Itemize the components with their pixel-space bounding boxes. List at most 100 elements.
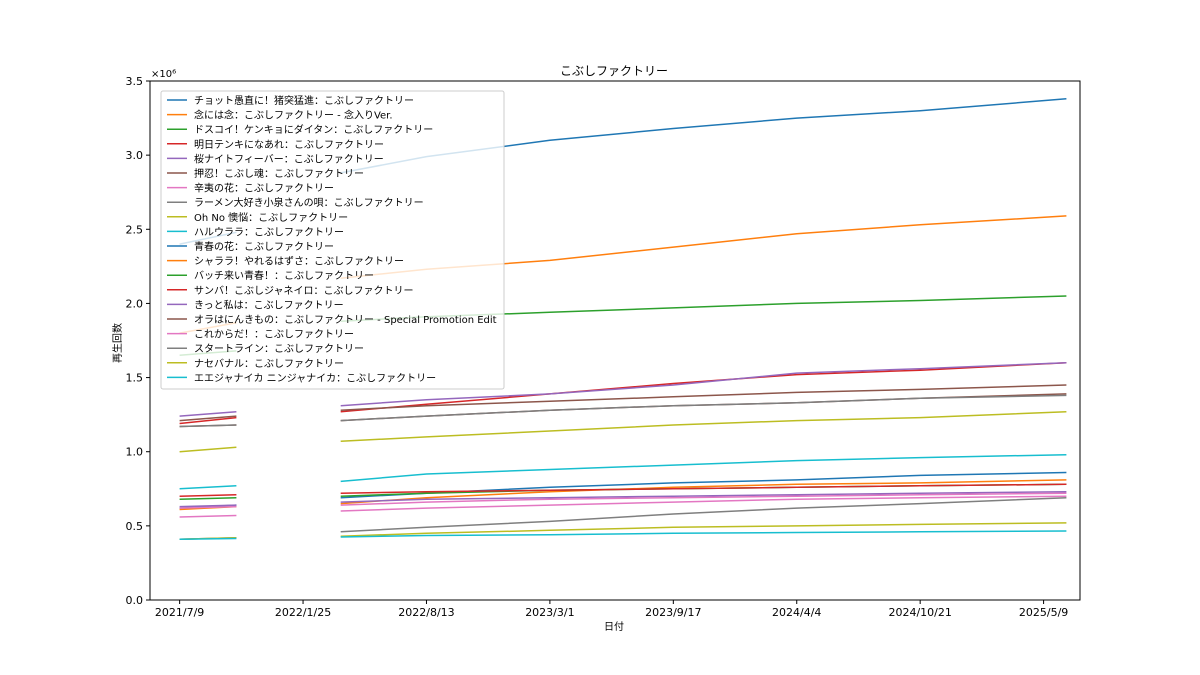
series-7-segment-1 — [179, 514, 237, 518]
x-tick-label: 2024/4/4 — [772, 606, 821, 619]
series-19-segment-2 — [340, 522, 1067, 537]
series-9-segment-2 — [340, 410, 1067, 443]
series-line-17 — [179, 492, 1067, 509]
legend-item: オラはにんきもの：こぶしファクトリー - Special Promotion E… — [167, 314, 497, 326]
series-7-segment-2 — [340, 495, 1067, 512]
series-line-5 — [179, 361, 1067, 417]
x-tick-label: 2023/3/1 — [525, 606, 574, 619]
legend-item: ナセバナル：こぶしファクトリー — [167, 358, 344, 370]
legend-label: きっと私は：こぶしファクトリー — [194, 299, 344, 311]
x-tick-label: 2021/7/9 — [155, 606, 204, 619]
legend-label: バッチ来い青春！：こぶしファクトリー — [194, 269, 374, 282]
series-4-segment-1 — [179, 416, 237, 425]
series-line-18 — [179, 394, 1067, 428]
legend-label: 念には念：こぶしファクトリー - 念入りVer. — [194, 109, 393, 122]
series-line-9 — [179, 410, 1067, 453]
legend-item: チョット愚直に！猪突猛進：こぶしファクトリー — [167, 94, 414, 107]
series-line-15 — [179, 491, 1067, 508]
legend-label: ドスコイ！ケンキョにダイタン：こぶしファクトリー — [194, 123, 433, 136]
series-18-segment-1 — [179, 424, 237, 428]
legend-item: きっと私は：こぶしファクトリー — [167, 299, 344, 311]
series-5-segment-1 — [179, 410, 237, 417]
legend-item: シャララ！やれるはずさ：こぶしファクトリー — [167, 256, 404, 268]
series-17-segment-1 — [179, 505, 237, 509]
series-5-segment-2 — [340, 361, 1067, 407]
series-line-14 — [179, 483, 1067, 497]
legend-label: 明日テンキになあれ：こぶしファクトリー — [194, 139, 384, 151]
y-tick-label: 2.0 — [126, 297, 144, 310]
series-line-4 — [179, 361, 1067, 425]
legend-label: 青春の花：こぶしファクトリー — [194, 240, 334, 253]
legend-item: バッチ来い青春！：こぶしファクトリー — [167, 269, 374, 282]
legend-label: 桜ナイトフィーバー：こぶしファクトリー — [194, 152, 384, 165]
x-tick-label: 2022/8/13 — [398, 606, 454, 619]
y-axis-ticks: 0.0 0.5 1.0 1.5 2.0 2.5 3.0 3.5 — [126, 75, 150, 607]
series-17-segment-2 — [340, 492, 1067, 506]
legend-item: 明日テンキになあれ：こぶしファクトリー — [167, 139, 384, 151]
y-axis-label: 再生回数 — [111, 323, 124, 363]
legend-label: スタートライン：こぶしファクトリー — [194, 343, 364, 355]
series-15-segment-2 — [340, 491, 1067, 503]
legend-label: チョット愚直に！猪突猛進：こぶしファクトリー — [194, 94, 414, 107]
legend-item: 念には念：こぶしファクトリー - 念入りVer. — [167, 109, 393, 122]
legend-item: これからだ！：こぶしファクトリー — [167, 329, 354, 341]
legend-label: ハルウララ：こぶしファクトリー — [194, 226, 344, 238]
legend-item: 辛夷の花：こぶしファクトリー — [167, 182, 334, 195]
y-tick-label: 1.5 — [126, 372, 144, 385]
y-tick-label: 3.0 — [126, 149, 144, 162]
legend-label: オラはにんきもの：こぶしファクトリー - Special Promotion E… — [194, 314, 497, 326]
x-tick-label: 2023/9/17 — [645, 606, 701, 619]
series-20-segment-1 — [179, 537, 237, 540]
series-8-segment-2 — [340, 496, 1067, 533]
series-18-segment-2 — [340, 394, 1067, 422]
legend-item: Oh No 懊悩：こぶしファクトリー — [167, 211, 348, 224]
legend-label: サンバ！こぶしジャネイロ：こぶしファクトリー — [194, 285, 414, 297]
plot-lines — [179, 98, 1067, 540]
legend-box — [160, 90, 505, 390]
legend-item: スタートライン：こぶしファクトリー — [167, 343, 364, 355]
legend-item: 押忍！こぶし魂：こぶしファクトリー — [167, 167, 364, 180]
series-6-segment-2 — [340, 384, 1067, 411]
series-4-segment-2 — [340, 361, 1067, 413]
legend-label: 押忍！こぶし魂：こぶしファクトリー — [194, 167, 364, 180]
series-14-segment-2 — [340, 483, 1067, 494]
legend-item: 青春の花：こぶしファクトリー — [167, 240, 334, 253]
legend-item: ラーメン大好き小泉さんの唄：こぶしファクトリー — [167, 196, 424, 209]
legend-label: ラーメン大好き小泉さんの唄：こぶしファクトリー — [194, 196, 424, 209]
y-tick-label: 0.5 — [126, 520, 144, 533]
series-9-segment-1 — [179, 446, 237, 453]
series-line-10 — [179, 453, 1067, 490]
legend-label: ナセバナル：こぶしファクトリー — [194, 358, 344, 370]
legend-item: 桜ナイトフィーバー：こぶしファクトリー — [167, 152, 384, 165]
series-14-segment-1 — [179, 493, 237, 497]
series-line-7 — [179, 495, 1067, 518]
legend-item: サンバ！こぶしジャネイロ：こぶしファクトリー — [167, 285, 414, 297]
legend-label: シャララ！やれるはずさ：こぶしファクトリー — [194, 256, 404, 268]
series-13-segment-1 — [179, 496, 237, 500]
y-tick-label: 2.5 — [126, 223, 144, 236]
series-6-segment-1 — [179, 415, 237, 422]
series-15-segment-1 — [179, 504, 237, 508]
x-axis-label: 日付 — [604, 620, 624, 633]
y-scale-label: ×10⁶ — [151, 69, 176, 80]
x-tick-label: 2025/5/9 — [1019, 606, 1068, 619]
plot-frame — [149, 80, 1081, 601]
series-20-segment-2 — [340, 530, 1067, 538]
series-10-segment-2 — [340, 453, 1067, 483]
legend-item: エエジャナイカ ニンジャナイカ：こぶしファクトリー — [167, 372, 436, 384]
legend-label: エエジャナイカ ニンジャナイカ：こぶしファクトリー — [194, 372, 436, 384]
chart-title: こぶしファクトリー — [560, 64, 668, 78]
legend-label: 辛夷の花：こぶしファクトリー — [194, 182, 334, 195]
series-10-segment-1 — [179, 485, 237, 490]
y-tick-label: 3.5 — [126, 75, 144, 88]
y-tick-label: 0.0 — [126, 594, 144, 607]
legend-label: Oh No 懊悩：こぶしファクトリー — [194, 211, 348, 224]
y-tick-label: 1.0 — [126, 446, 144, 459]
x-tick-label: 2022/1/25 — [275, 606, 331, 619]
series-12-segment-2 — [340, 479, 1067, 505]
series-line-20 — [179, 530, 1067, 540]
x-axis-ticks: 2021/7/9 2022/1/25 2022/8/13 2023/3/1 2023/9… — [155, 600, 1068, 619]
x-tick-label: 2024/10/21 — [888, 606, 951, 619]
